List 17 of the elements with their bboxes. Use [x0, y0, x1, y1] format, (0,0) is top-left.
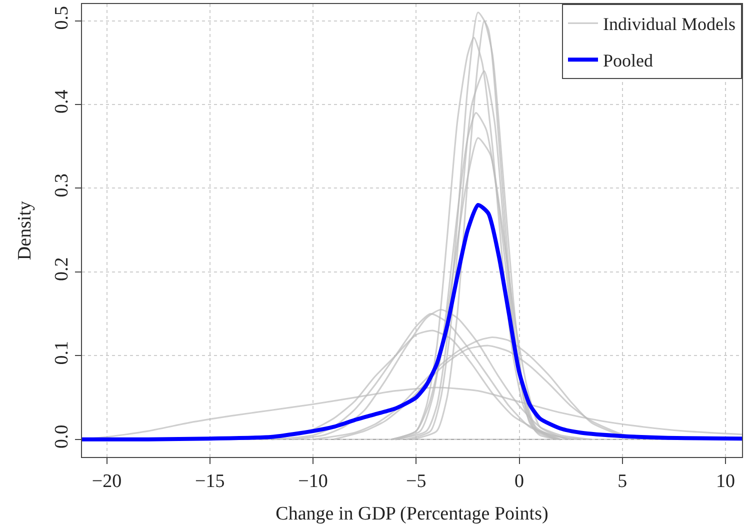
- y-tick-label: 0.4: [51, 89, 72, 114]
- y-tick-label: 0.3: [51, 173, 72, 198]
- x-tick-label: 0: [514, 470, 524, 492]
- x-tick-label: −10: [298, 470, 328, 492]
- y-tick-label: 0.2: [51, 257, 72, 281]
- x-tick-label: −15: [195, 470, 225, 492]
- x-tick-label: −20: [92, 470, 122, 492]
- y-axis-title: Density: [14, 200, 36, 260]
- x-axis-title: Change in GDP (Percentage Points): [276, 504, 548, 525]
- x-tick-label: 10: [716, 470, 735, 492]
- legend-label: Individual Models: [603, 14, 736, 34]
- x-tick-label: −5: [406, 470, 426, 492]
- y-tick-label: 0.0: [51, 424, 72, 448]
- y-tick-label: 0.1: [51, 340, 72, 365]
- y-tick-label: 0.5: [51, 6, 72, 30]
- x-tick-label: 5: [618, 470, 628, 492]
- legend-label: Pooled: [603, 50, 654, 71]
